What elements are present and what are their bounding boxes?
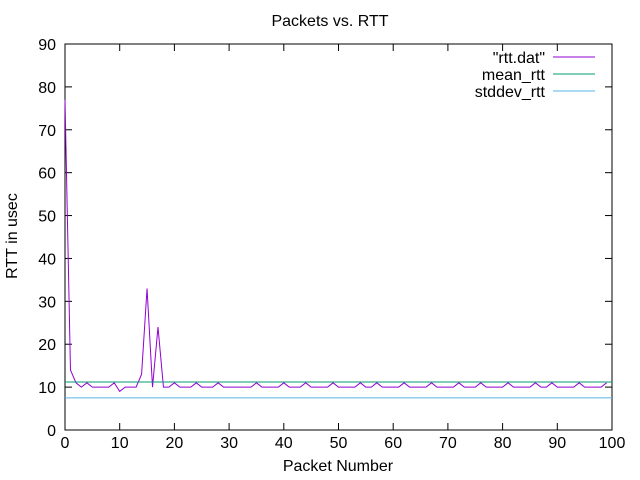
plot-frame <box>64 43 613 431</box>
x-axis-label: Packet Number <box>283 458 394 475</box>
x-tick-label: 60 <box>384 435 402 452</box>
legend-label: mean_rtt <box>482 67 546 84</box>
x-tick-label: 50 <box>330 435 348 452</box>
y-tick-label: 30 <box>38 294 56 311</box>
y-axis-label: RTT in usec <box>4 193 21 279</box>
legend-label: stddev_rtt <box>475 84 546 101</box>
x-tick-label: 30 <box>220 435 238 452</box>
x-tick-label: 90 <box>548 435 566 452</box>
legend-label: "rtt.dat" <box>493 50 545 67</box>
y-tick-label: 10 <box>38 380 56 397</box>
y-tick-label: 50 <box>38 209 56 226</box>
series-group <box>64 99 612 399</box>
x-tick-label: 10 <box>111 435 129 452</box>
x-tick-label: 20 <box>166 435 184 452</box>
y-tick-label: 20 <box>38 337 56 354</box>
y-tick-label: 80 <box>38 80 56 97</box>
y-tick-label: 40 <box>38 251 56 268</box>
x-axis-ticks: 0 10 20 30 40 50 60 70 80 90 100 <box>61 44 626 452</box>
plot-border <box>64 43 613 431</box>
series-rtt-dat-line <box>64 99 607 393</box>
y-tick-label: 0 <box>47 423 56 440</box>
y-tick-label: 70 <box>38 123 56 140</box>
chart-title: Packets vs. RTT <box>271 13 388 30</box>
x-tick-label: 0 <box>61 435 70 452</box>
x-tick-label: 80 <box>494 435 512 452</box>
y-axis-ticks: 0 10 20 30 40 50 60 70 80 90 <box>38 37 612 440</box>
y-tick-label: 90 <box>38 37 56 54</box>
y-tick-label: 60 <box>38 166 56 183</box>
x-tick-label: 100 <box>599 435 626 452</box>
x-tick-label: 70 <box>439 435 457 452</box>
x-tick-label: 40 <box>275 435 293 452</box>
